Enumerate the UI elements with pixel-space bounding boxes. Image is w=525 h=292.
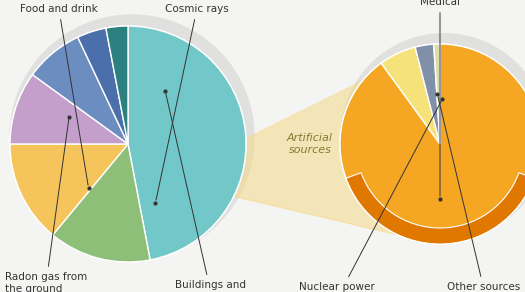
Wedge shape	[106, 26, 128, 144]
Wedge shape	[128, 26, 246, 260]
Wedge shape	[381, 47, 440, 144]
Text: Radon gas from
the ground: Radon gas from the ground	[5, 119, 87, 292]
Text: Food and drink: Food and drink	[20, 4, 98, 185]
Text: Cosmic rays: Cosmic rays	[156, 4, 229, 200]
Polygon shape	[10, 44, 436, 244]
Wedge shape	[78, 28, 128, 144]
Wedge shape	[415, 44, 440, 144]
Text: Artificial
sources: Artificial sources	[287, 133, 333, 155]
Wedge shape	[434, 44, 440, 144]
Wedge shape	[10, 144, 128, 235]
Wedge shape	[128, 26, 246, 260]
Wedge shape	[106, 26, 128, 144]
Wedge shape	[78, 28, 128, 144]
Text: Nuclear power
and weapons
test: Nuclear power and weapons test	[299, 102, 441, 292]
Wedge shape	[33, 37, 128, 144]
Ellipse shape	[9, 14, 255, 260]
Ellipse shape	[340, 33, 525, 241]
Wedge shape	[33, 37, 128, 144]
Text: Other sources: Other sources	[438, 97, 520, 292]
Wedge shape	[340, 44, 525, 244]
Wedge shape	[346, 173, 525, 244]
Wedge shape	[434, 44, 440, 144]
Wedge shape	[415, 44, 440, 144]
Wedge shape	[10, 75, 128, 144]
Wedge shape	[10, 144, 128, 235]
Wedge shape	[53, 144, 150, 262]
Text: Medical: Medical	[420, 0, 460, 196]
Text: Buildings and
the ground: Buildings and the ground	[166, 93, 246, 292]
Wedge shape	[10, 75, 128, 144]
Wedge shape	[346, 173, 525, 244]
Wedge shape	[53, 144, 150, 262]
Wedge shape	[340, 44, 525, 244]
Wedge shape	[381, 47, 440, 144]
